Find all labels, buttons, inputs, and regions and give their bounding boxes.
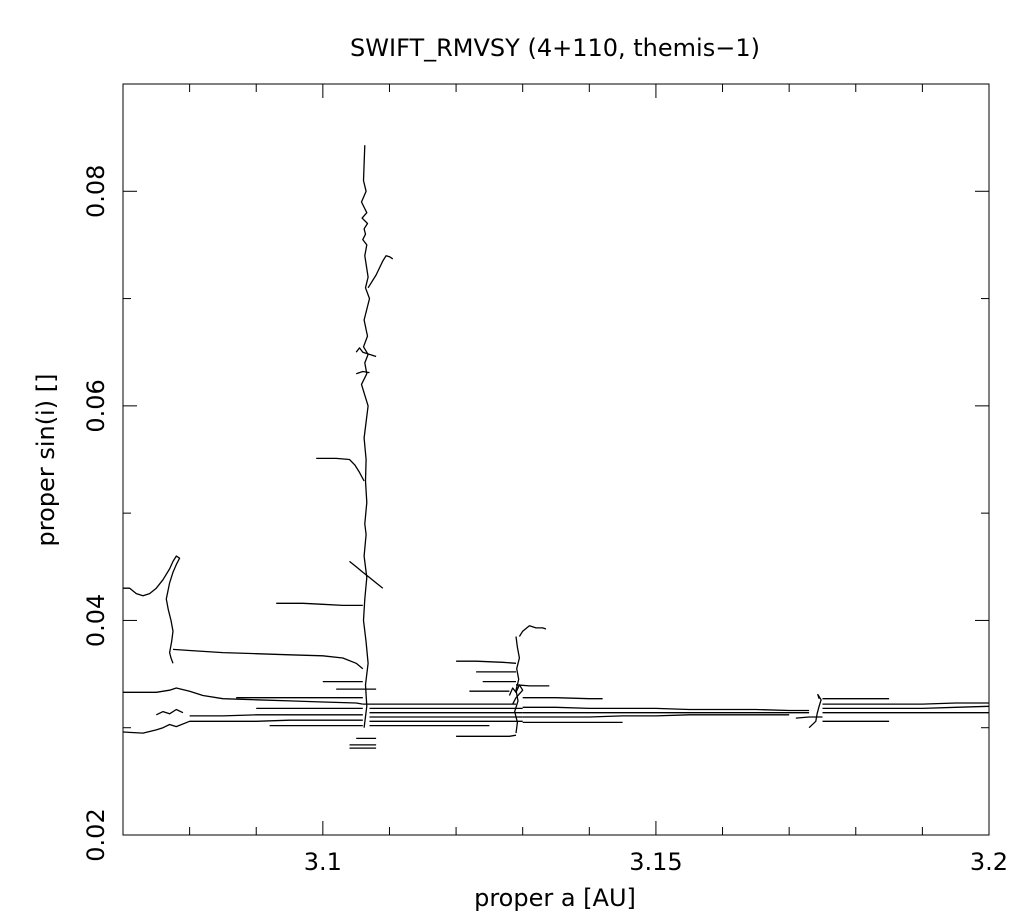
series-line-12	[122, 719, 363, 734]
series-line-37	[522, 697, 603, 700]
x-axis-label: proper a [AU]	[474, 884, 636, 912]
series-line-4	[355, 370, 370, 375]
series-line-35	[518, 625, 547, 637]
series-line-40	[522, 714, 790, 718]
x-tick-label: 3.15	[629, 848, 682, 876]
series-line-33	[456, 734, 517, 737]
series-line-6	[349, 560, 364, 573]
series-line-5	[316, 457, 365, 482]
y-tick-label: 0.08	[82, 165, 110, 218]
series-line-29	[456, 660, 517, 664]
series-line-9	[123, 555, 181, 664]
series-line-42	[508, 684, 524, 705]
chart-title: SWIFT_RMVSY (4+110, themis−1)	[350, 34, 760, 62]
series-line-11	[123, 687, 363, 705]
series-line-3	[355, 347, 377, 358]
y-tick-label: 0.02	[82, 808, 110, 861]
series-layer	[122, 145, 990, 749]
series-line-2	[367, 255, 394, 289]
series-line-14	[189, 714, 363, 717]
series-line-46	[822, 705, 990, 710]
series-line-49	[795, 716, 823, 719]
plot-frame	[122, 83, 990, 836]
y-axis: 0.02 0.04 0.06 0.08	[82, 83, 989, 862]
series-line-13	[156, 708, 184, 716]
y-axis-label: proper sin(i) []	[32, 374, 60, 547]
series-line-10	[172, 648, 364, 670]
series-line-43	[808, 693, 822, 729]
series-line-45	[822, 702, 989, 705]
y-tick-label: 0.06	[82, 379, 110, 432]
x-tick-label: 3.2	[970, 848, 1008, 876]
y-tick-label: 0.04	[82, 594, 110, 647]
x-axis: 3.1 3.15 3.2	[122, 84, 1008, 876]
series-line-1	[360, 145, 371, 728]
series-line-7	[362, 571, 384, 589]
series-line-8	[276, 602, 363, 607]
series-line-38	[522, 706, 810, 712]
series-line-36	[515, 684, 550, 687]
x-tick-label: 3.1	[304, 848, 342, 876]
